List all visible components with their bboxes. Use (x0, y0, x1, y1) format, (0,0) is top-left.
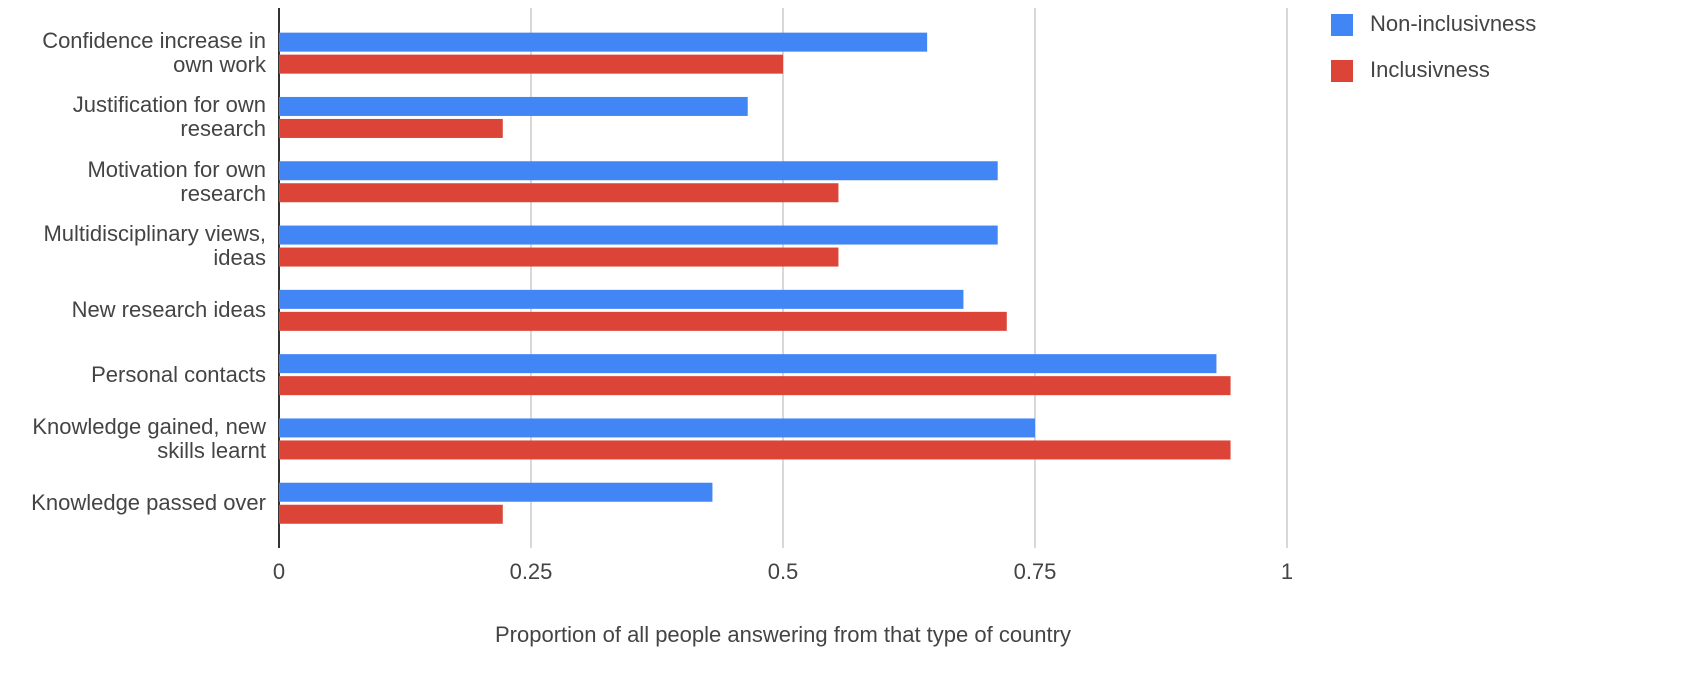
y-tick-label: Knowledge gained, new skills learnt (32, 413, 266, 463)
y-tick-label: Personal contacts (91, 361, 266, 387)
x-tick-label: 0.25 (510, 559, 553, 584)
bar (279, 183, 839, 203)
bar (279, 354, 1217, 374)
y-tick-label: Knowledge passed over (31, 490, 266, 516)
legend-swatch (1331, 14, 1353, 36)
bar (279, 289, 964, 309)
y-tick-label: New research ideas (71, 297, 266, 323)
bar (279, 418, 1035, 438)
x-tick-label: 0.5 (768, 559, 799, 584)
y-tick-label: Multidisciplinary views, ideas (43, 221, 266, 271)
x-axis-title: Proportion of all people answering from … (495, 622, 1071, 647)
legend-label: Non-inclusivness (1370, 11, 1536, 36)
y-tick-label: Justification for own research (72, 92, 266, 142)
x-tick-label: 0.75 (1014, 559, 1057, 584)
bar (279, 440, 1231, 460)
legend-swatch (1331, 60, 1353, 82)
legend-label: Inclusivness (1370, 57, 1490, 82)
bar (279, 311, 1007, 331)
y-tick-label: Confidence increase in own work (42, 28, 266, 78)
bar (279, 376, 1231, 396)
bar (279, 482, 713, 502)
bar (279, 161, 998, 181)
bar (279, 225, 998, 245)
bar (279, 54, 783, 74)
bar (279, 504, 503, 524)
bar (279, 32, 928, 52)
bar (279, 247, 839, 267)
bar (279, 96, 748, 116)
y-tick-label: Motivation for own research (87, 156, 266, 206)
bar (279, 118, 503, 138)
x-tick-label: 0 (273, 559, 285, 584)
x-tick-label: 1 (1281, 559, 1293, 584)
